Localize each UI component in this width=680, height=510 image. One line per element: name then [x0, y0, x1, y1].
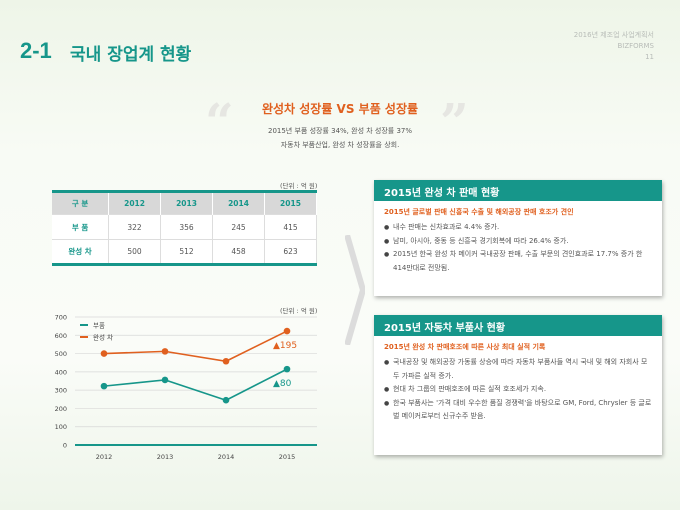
section-number: 2-1	[20, 38, 52, 63]
y-tick-label: 0	[63, 442, 67, 450]
y-tick-label: 200	[55, 405, 67, 413]
data-table: 구 분 2012 2013 2014 2015 부 품 322 356 245 …	[52, 190, 318, 266]
headline-line: 2015년 부품 성장률 34%, 완성 차 성장률 37%	[267, 127, 412, 135]
list-item: 국내공장 및 해외공장 가동률 상승에 따라 자동차 부품사들 역시 국내 및 …	[384, 356, 652, 383]
column-header: 2013	[160, 191, 214, 215]
x-tick-label: 2013	[157, 453, 174, 461]
panel-subtitle: 2015년 글로벌 판매 신흥국 수출 및 해외공장 판매 호조가 견인	[384, 208, 574, 216]
data-point	[283, 327, 291, 335]
y-tick-label: 500	[55, 350, 67, 358]
data-point	[222, 357, 230, 365]
x-tick-label: 2015	[279, 453, 296, 461]
table-cell: 623	[264, 239, 318, 265]
panel-title: 2015년 완성 차 판매 현황	[374, 180, 662, 201]
table-row: 부 품 322 356 245 415	[52, 214, 318, 240]
car-sales-panel: 2015년 완성 차 판매 현황 2015년 글로벌 판매 신흥국 수출 및 해…	[374, 180, 662, 296]
y-tick-label: 100	[55, 423, 67, 431]
list-item: 남미, 아시아, 중동 등 신흥국 경기회복에 따라 26.4% 증가.	[384, 235, 652, 249]
table-cell: 500	[108, 239, 162, 265]
legend-label: 완성 차	[93, 333, 113, 342]
data-point	[283, 365, 291, 373]
table-cell: 245	[212, 214, 265, 240]
column-header: 2015	[264, 191, 318, 215]
legend-label: 부품	[93, 322, 105, 330]
chevron-right-icon	[345, 235, 365, 345]
quote-close-icon: ”	[440, 92, 469, 151]
chart-unit: (단위 : 억 원)	[280, 307, 318, 315]
y-tick-label: 700	[55, 314, 67, 322]
growth-annotation: ▲80	[273, 379, 292, 389]
data-point	[222, 396, 230, 404]
column-header: 구 분	[52, 191, 110, 215]
panel-subtitle: 2015년 완성 차 판매호조에 따른 사상 최대 실적 기록	[384, 343, 546, 351]
brand: BIZFORMS	[617, 42, 654, 50]
table-cell: 458	[212, 239, 265, 265]
data-point	[161, 348, 169, 355]
row-header: 부 품	[52, 214, 110, 240]
data-point	[100, 382, 108, 390]
growth-annotation: ▲195	[273, 341, 297, 351]
quote-open-icon: “	[205, 92, 234, 151]
x-tick-label: 2012	[96, 453, 113, 461]
table-unit: (단위 : 억 원)	[280, 182, 318, 190]
list-item: 한국 부품사는 '가격 대비 우수한 품질 경쟁력'을 바탕으로 GM, For…	[384, 397, 652, 424]
headline-title: 완성차 성장률 VS 부품 성장률	[261, 102, 419, 116]
table-row: 완성 차 500 512 458 623	[52, 239, 318, 265]
y-tick-label: 400	[55, 368, 67, 376]
list-item: 현대 차 그룹의 판매호조에 따른 실적 호조세가 지속.	[384, 383, 652, 397]
series-line-complete-car	[103, 330, 288, 363]
row-header: 완성 차	[52, 239, 110, 265]
x-tick-label: 2014	[218, 453, 235, 461]
doc-title: 2016년 제조업 사업계획서	[573, 31, 654, 39]
panel-title: 2015년 자동차 부품사 현황	[374, 315, 662, 336]
list-item: 내수 판매는 신차효과로 4.4% 증가.	[384, 221, 652, 235]
data-point	[161, 376, 169, 384]
headline-line: 자동차 부품산업, 완성 차 성장률을 상회.	[280, 141, 400, 149]
table-cell: 415	[264, 214, 318, 240]
column-header: 2014	[212, 191, 265, 215]
y-tick-label: 300	[55, 387, 67, 395]
list-item: 2015년 한국 완성 차 메이커 국내공장 판매, 수출 부문의 견인효과로 …	[384, 248, 652, 275]
series-line-parts	[103, 368, 288, 402]
page-number: 11	[645, 53, 654, 61]
y-tick-label: 600	[55, 332, 67, 340]
data-point	[100, 350, 108, 357]
table-cell: 512	[160, 239, 214, 265]
column-header: 2012	[108, 191, 162, 215]
page-title: 국내 장업계 현황	[70, 45, 192, 65]
parts-maker-panel: 2015년 자동차 부품사 현황 2015년 완성 차 판매호조에 따른 사상 …	[374, 315, 662, 455]
table-cell: 356	[160, 214, 214, 240]
table-header-row: 구 분 2012 2013 2014 2015	[52, 191, 318, 215]
table-cell: 322	[108, 214, 162, 240]
